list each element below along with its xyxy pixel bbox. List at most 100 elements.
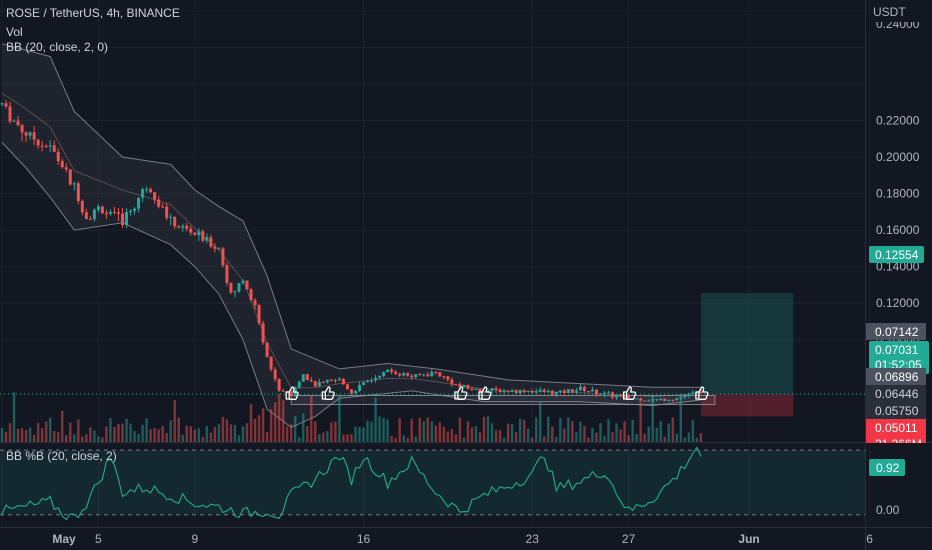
volume-bar — [189, 426, 192, 442]
thumbs-up-icon[interactable] — [478, 386, 492, 400]
candle-body — [643, 400, 647, 402]
volume-bar — [551, 426, 554, 442]
volume-bar — [494, 430, 498, 442]
candle-body — [474, 388, 478, 390]
volume-bar — [398, 418, 401, 442]
last-price-label: 0.07142 — [875, 325, 919, 339]
volume-bar — [619, 429, 622, 442]
volume-bar — [430, 421, 433, 442]
candle-body — [691, 392, 695, 394]
candle-body — [337, 378, 341, 381]
volume-bar — [615, 423, 618, 442]
volume-bar — [57, 432, 60, 442]
thumbs-up-icon[interactable] — [454, 386, 468, 400]
level-badge — [866, 402, 926, 419]
symbol-title[interactable]: ROSE / TetherUS, 4h, BINANCE — [6, 6, 180, 20]
candle-body — [149, 189, 153, 193]
volume-bar — [61, 411, 64, 442]
volume-bar — [4, 431, 8, 442]
candle-body — [8, 106, 12, 122]
candle-body — [261, 323, 265, 343]
volume-bar — [97, 436, 100, 442]
pctb-axis[interactable]: 0.92 0.00 — [869, 459, 905, 517]
candle-body — [36, 139, 40, 146]
volume-bar — [458, 417, 462, 442]
candle-body — [249, 289, 253, 301]
candle-body — [566, 389, 570, 393]
candle-body — [502, 390, 506, 393]
volume-bar — [28, 427, 32, 442]
candle-body — [84, 212, 88, 219]
volume-bar — [635, 434, 638, 442]
volume-bar — [462, 437, 466, 442]
volume-bar — [213, 427, 217, 442]
candle-body — [48, 145, 52, 147]
volume-bar — [466, 421, 470, 442]
candle-body — [370, 380, 374, 382]
pctb-legend[interactable]: BB %B (20, close, 2) — [6, 449, 117, 463]
volume-bar — [522, 419, 526, 442]
volume-bar — [165, 432, 168, 442]
candle-body — [663, 398, 667, 401]
candle-body — [112, 211, 116, 213]
candle-body — [141, 189, 145, 198]
support-zone-rect[interactable] — [290, 395, 716, 405]
thumbs-up-icon[interactable] — [622, 386, 637, 400]
volume-bar — [535, 417, 538, 442]
volume-bar — [36, 423, 40, 442]
candle-body — [237, 283, 241, 292]
volume-bar — [639, 401, 642, 442]
pctb-value-badge — [869, 459, 905, 476]
volume-bar — [12, 392, 16, 442]
volume-bar — [543, 436, 546, 442]
candle-body — [410, 375, 414, 378]
volume-bar — [482, 416, 486, 442]
time-tick: 23 — [526, 532, 540, 546]
candle-body — [651, 399, 655, 401]
candle-body — [418, 374, 422, 376]
candle-body — [0, 103, 4, 105]
candle-body — [129, 210, 133, 213]
volume-bar — [695, 437, 699, 442]
time-axis[interactable]: May59162327Jun613 — [52, 532, 932, 546]
candle-body — [96, 206, 100, 210]
candle-body — [659, 398, 663, 400]
thumbs-up-icon[interactable] — [321, 386, 335, 400]
candle-body — [498, 389, 502, 393]
volume-legend[interactable]: Vol — [6, 25, 23, 39]
volume-bar — [386, 419, 389, 442]
candle-body — [193, 232, 197, 235]
candle-body — [607, 392, 611, 394]
volume-low-badge — [866, 419, 926, 436]
volume-bar — [434, 425, 437, 442]
volume-bar — [318, 434, 321, 442]
target-price-badge — [869, 246, 924, 263]
candle-body — [92, 209, 96, 219]
volume-bar — [197, 428, 201, 442]
candle-body — [390, 369, 394, 372]
volume-bar — [322, 432, 325, 442]
candle-body — [157, 199, 161, 207]
volume-bar — [113, 427, 116, 442]
candle-body — [494, 388, 498, 390]
candle-body — [313, 381, 317, 387]
volume-bar — [161, 426, 164, 442]
thumbs-up-icon[interactable] — [695, 386, 709, 400]
time-tick: 9 — [191, 532, 198, 546]
volume-bar — [454, 434, 458, 442]
pctb-line — [1, 446, 702, 521]
price-tick: 0.20000 — [876, 150, 920, 164]
thumbs-up-icon[interactable] — [285, 386, 299, 400]
pctb-band-fill — [0, 450, 865, 515]
candle-body — [362, 382, 365, 385]
candle-body — [598, 394, 602, 396]
price-axis[interactable]: USDT 0.24000 0.22000 0.20000 0.18000 0.1600… — [866, 5, 932, 347]
volume-bar — [667, 423, 670, 442]
candle-body — [325, 379, 329, 383]
candle-body — [181, 225, 185, 228]
candle-body — [542, 389, 546, 392]
bb-legend[interactable]: BB (20, close, 2, 0) — [6, 40, 109, 54]
stop-loss-zone[interactable] — [700, 393, 794, 417]
take-profit-zone[interactable] — [700, 293, 794, 394]
